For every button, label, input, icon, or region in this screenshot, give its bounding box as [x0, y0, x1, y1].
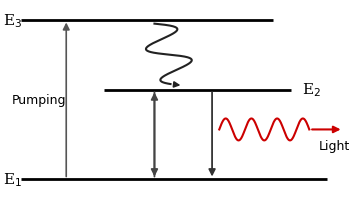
Text: Pumping: Pumping [12, 94, 67, 106]
Text: E$_3$: E$_3$ [3, 12, 22, 29]
Text: E$_2$: E$_2$ [302, 81, 321, 99]
Text: Light: Light [318, 139, 349, 152]
Text: E$_1$: E$_1$ [3, 171, 22, 188]
